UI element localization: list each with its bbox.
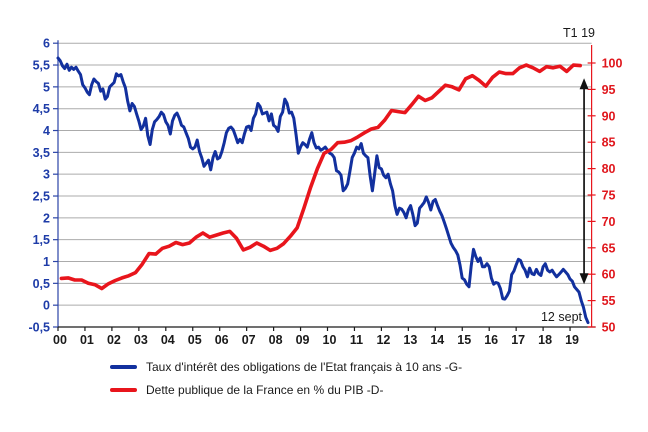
x-axis-tick-label: 19	[565, 333, 579, 347]
y-left-tick-label: 4,5	[33, 102, 50, 116]
x-axis-tick-label: 18	[538, 333, 552, 347]
x-axis-tick-label: 09	[296, 333, 310, 347]
y-left-tick-label: 1	[43, 255, 50, 269]
y-right-tick-label: 95	[602, 83, 616, 97]
x-axis-tick-label: 11	[350, 333, 363, 347]
y-left-tick-label: 0,5	[33, 277, 50, 291]
y-right-tick-label: 85	[602, 136, 616, 150]
chart-canvas: 6 5,5 5 4,5 4 3,5 3 2,5 2 1,5 1 0,5 0 -0,500 01 02 03 04 0…	[28, 37, 623, 347]
x-axis-tick-label: 06	[215, 333, 229, 347]
x-axis-tick-label: 05	[188, 333, 202, 347]
legend-item-debt: Dette publique de la France en % du PIB …	[110, 382, 462, 398]
x-axis-tick-label: 14	[430, 333, 444, 347]
y-right-tick-label: 50	[602, 321, 616, 335]
y-right-tick-label: 65	[602, 241, 616, 255]
yield-line-swatch	[110, 365, 137, 369]
y-right-tick-label: 100	[602, 57, 623, 71]
x-axis-tick-label: 01	[80, 333, 94, 347]
y-left-tick-label: 3	[43, 168, 50, 182]
y-left-tick-label: 5,5	[33, 59, 50, 73]
y-left-tick-label: -0,5	[28, 321, 50, 335]
y-left-tick-label: 3,5	[33, 146, 50, 160]
x-axis-tick-label: 17	[511, 333, 525, 347]
legend-label-yield: Taux d'intérêt des obligations de l'Etat…	[146, 360, 463, 374]
y-right-tick-label: 55	[602, 294, 616, 308]
y-right-tick-label: 70	[602, 215, 616, 229]
y-right-tick-label: 90	[602, 109, 616, 123]
y-left-tick-label: 4	[43, 124, 50, 138]
latest-debt-annotation: T1 19	[563, 26, 595, 40]
x-axis-tick-label: 08	[269, 333, 283, 347]
debt-line-series	[59, 63, 583, 291]
y-left-tick-label: 2,5	[33, 190, 50, 204]
x-axis-tick-label: 12	[376, 333, 390, 347]
y-left-tick-label: 1,5	[33, 233, 50, 247]
x-axis-tick-label: 13	[403, 333, 417, 347]
y-left-tick-label: 5	[43, 80, 50, 94]
y-right-tick-label: 75	[602, 189, 616, 203]
legend-item-yield: Taux d'intérêt des obligations de l'Etat…	[110, 359, 462, 375]
y-left-tick-label: 2	[43, 211, 50, 225]
x-axis-tick-label: 15	[457, 333, 471, 347]
y-right-tick-label: 60	[602, 268, 616, 282]
latest-yield-annotation: 12 sept	[540, 310, 582, 324]
x-axis-tick-label: 04	[161, 333, 175, 347]
legend-label-debt: Dette publique de la France en % du PIB …	[146, 383, 384, 397]
x-axis-tick-label: 00	[53, 333, 67, 347]
yield-line-series	[56, 56, 590, 325]
y-right-tick-label: 80	[602, 162, 616, 176]
arrow-head-up	[579, 78, 589, 90]
y-left-tick-label: 0	[43, 299, 50, 313]
x-axis-tick-label: 07	[242, 333, 256, 347]
x-axis-tick-label: 16	[484, 333, 498, 347]
x-axis-tick-label: 03	[134, 333, 148, 347]
arrow-head-down	[579, 273, 589, 285]
x-axis-tick-label: 10	[323, 333, 337, 347]
x-axis-tick-label: 02	[107, 333, 121, 347]
debt-line-swatch	[110, 388, 137, 392]
y-left-tick-label: 6	[43, 37, 50, 51]
legend: Taux d'intérêt des obligations de l'Etat…	[110, 359, 462, 398]
